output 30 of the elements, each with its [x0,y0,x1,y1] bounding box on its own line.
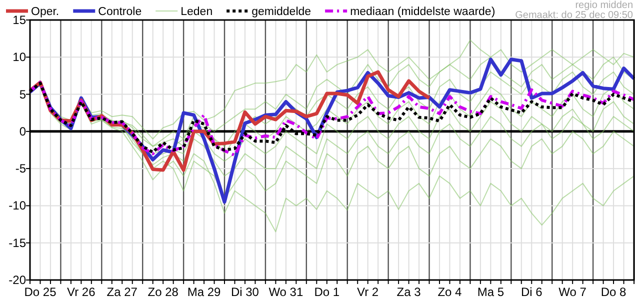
legend-label: gemiddelde [252,6,312,18]
x-tick-label: Zo 28 [148,285,179,299]
y-tick-label: -20 [8,273,26,287]
x-tick-label: Ma 29 [187,285,222,299]
y-tick-label: -10 [8,198,26,213]
y-tick-label: -5 [15,162,26,176]
x-tick-label: Do 8 [600,285,627,299]
x-tick-label: Vr 2 [357,285,379,299]
x-tick-label: Di 30 [230,285,260,299]
x-tick-label: Do 25 [24,285,57,299]
y-tick-label: 0 [19,124,26,138]
text: regio midden [575,0,633,11]
legend-label: Controle [98,6,142,18]
x-tick-label: Za 3 [396,285,422,299]
y-tick-label: 10 [12,50,26,64]
x-tick-label: Zo 4 [438,285,462,299]
y-tick-label: -15 [8,236,26,250]
x-tick-label: Di 6 [520,285,543,299]
x-tick-label: Ma 5 [477,285,504,299]
y-tick-label: 5 [19,87,26,102]
x-tick-label: Do 1 [314,285,340,299]
y-tick-label: 15 [12,13,26,27]
legend-label: Oper. [31,6,60,18]
x-tick-label: Za 27 [106,285,138,299]
x-tick-label: Wo 7 [558,285,587,299]
legend-label: mediaan (middelste waarde) [350,6,496,18]
annotation: Gemaakt: do 25 dec 09:50 [515,10,634,21]
x-tick-label: Vr 26 [67,285,96,299]
x-tick-label: Wo 31 [268,285,304,299]
legend-label: Leden [180,6,213,18]
